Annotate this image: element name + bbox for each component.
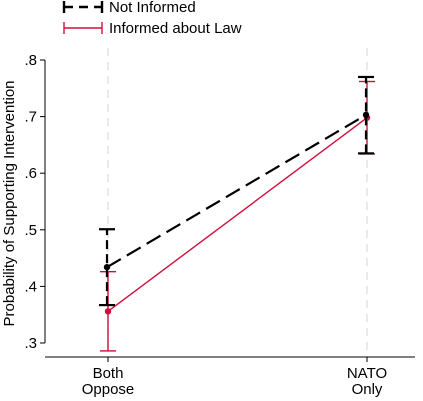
legend-label: Not Informed (109, 0, 196, 16)
legend: Not Informed Informed about Law (62, 0, 242, 37)
series-line (106, 113, 367, 269)
series-line (107, 117, 368, 312)
data-point (103, 263, 111, 271)
y-tick-label: .5 (24, 222, 37, 239)
y-axis-label: Probability of Supporting Intervention (1, 81, 18, 327)
legend-item-informed-about-law: Informed about Law (63, 20, 242, 37)
x-tick-label: Only (352, 381, 383, 398)
y-tick-label: .7 (24, 109, 37, 126)
y-tick-label: .4 (24, 278, 37, 295)
data-point (104, 308, 112, 315)
series-informed-about-law (100, 80, 375, 352)
series-not-informed (99, 75, 374, 307)
series-group (99, 75, 375, 352)
y-tick-label: .3 (24, 335, 37, 352)
legend-item-not-informed: Not Informed (62, 0, 196, 16)
y-tick-label: .6 (24, 165, 37, 182)
x-tick-label: NATO (347, 365, 387, 382)
y-tick-label: .8 (24, 52, 37, 69)
data-point (362, 111, 370, 119)
legend-label: Informed about Law (109, 20, 242, 37)
x-tick-label: Both (93, 365, 124, 382)
x-tick-label: Oppose (82, 381, 135, 398)
grid-lines (107, 48, 368, 357)
